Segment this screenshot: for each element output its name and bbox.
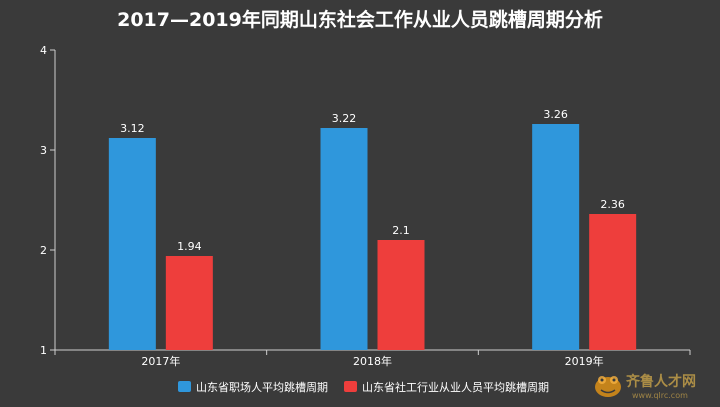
bar	[320, 128, 368, 350]
data-label: 3.12	[120, 122, 145, 135]
data-label: 3.22	[332, 112, 357, 125]
chart-title: 2017—2019年同期山东社会工作从业人员跳槽周期分析	[117, 8, 603, 31]
watermark-url: www.qlrc.com	[632, 391, 688, 400]
x-tick-label: 2018年	[353, 354, 392, 368]
data-label: 1.94	[177, 240, 202, 253]
watermark-brand: 齐鲁人才网	[626, 373, 696, 390]
legend-label: 山东省社工行业从业人员平均跳槽周期	[362, 380, 549, 394]
data-label: 3.26	[543, 108, 568, 121]
axes: 1 2 3 4 2017年 2018年 2019年	[40, 44, 691, 368]
frog-logo-icon: 齐鲁人才网 www.qlrc.com	[595, 373, 696, 400]
x-tick-label: 2017年	[141, 354, 180, 368]
legend-swatch	[178, 381, 191, 392]
legend: 山东省职场人平均跳槽周期 山东省社工行业从业人员平均跳槽周期	[178, 380, 549, 394]
bar	[589, 214, 637, 350]
watermark-logo: 齐鲁人才网 www.qlrc.com	[592, 369, 712, 403]
data-label: 2.36	[600, 198, 625, 211]
y-tick-label: 1	[40, 344, 47, 357]
y-tick-label: 2	[40, 244, 47, 257]
bar	[377, 240, 425, 350]
y-tick-label: 4	[40, 44, 47, 57]
x-tick-label: 2019年	[565, 354, 604, 368]
bar	[165, 256, 213, 350]
data-label: 2.1	[392, 224, 410, 237]
bar	[532, 124, 580, 350]
bars: 3.12 1.94 3.22 2.1 3.26 2.36	[108, 108, 637, 350]
y-tick-label: 3	[40, 144, 47, 157]
legend-swatch	[344, 381, 357, 392]
bar	[108, 138, 156, 350]
legend-label: 山东省职场人平均跳槽周期	[196, 380, 328, 394]
